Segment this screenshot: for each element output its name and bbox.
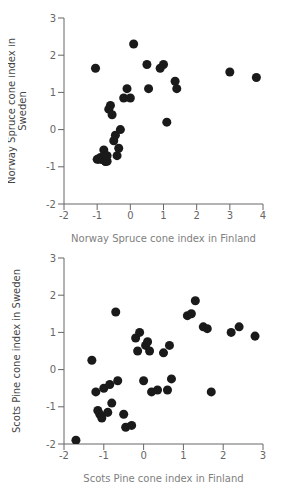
svg-text:-1: -1 [46,401,56,412]
svg-text:Norway Spruce cone index in Fi: Norway Spruce cone index in Finland [71,233,256,244]
svg-text:-1: -1 [46,161,56,172]
svg-text:-2: -2 [46,439,56,450]
svg-text:4: 4 [260,210,266,221]
svg-text:0: 0 [127,210,133,221]
svg-text:2: 2 [50,290,56,301]
svg-text:-2: -2 [59,450,69,461]
svg-text:Scots Pine cone index in Swede: Scots Pine cone index in Sweden [11,269,22,433]
svg-text:3: 3 [260,450,266,461]
svg-text:0: 0 [50,124,56,135]
svg-text:-2: -2 [46,199,56,210]
svg-text:-1: -1 [99,450,109,461]
svg-text:-1: -1 [92,210,102,221]
svg-text:Norway Spruce cone index inSwe: Norway Spruce cone index inSweden [8,38,28,184]
svg-text:2: 2 [193,210,199,221]
svg-text:Scots Pine cone index in Finla: Scots Pine cone index in Finland [83,473,243,484]
svg-text:2: 2 [220,450,226,461]
svg-text:-2: -2 [59,210,69,221]
svg-text:1: 1 [180,450,186,461]
svg-text:1: 1 [50,327,56,338]
svg-text:0: 0 [50,364,56,375]
svg-text:1: 1 [50,87,56,98]
svg-text:3: 3 [227,210,233,221]
svg-text:2: 2 [50,50,56,61]
svg-text:0: 0 [140,450,146,461]
svg-text:3: 3 [50,253,56,264]
svg-text:1: 1 [160,210,166,221]
svg-text:3: 3 [50,13,56,24]
